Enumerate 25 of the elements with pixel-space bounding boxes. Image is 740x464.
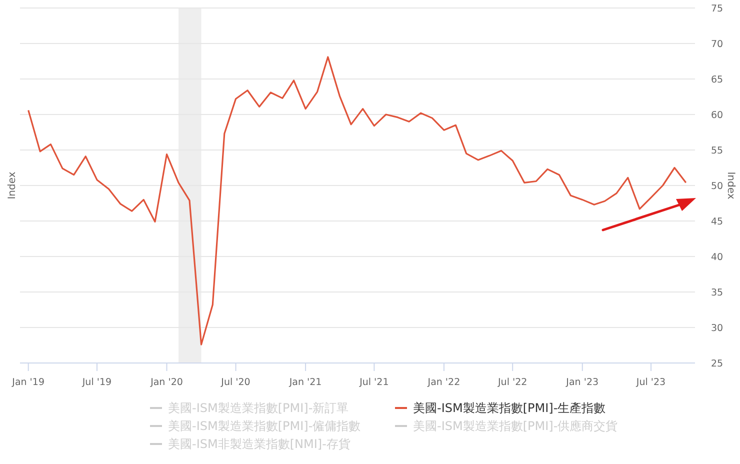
y-tick-label: 70	[710, 39, 724, 50]
y-axis-title: Index	[7, 172, 18, 200]
y-tick-label: 45	[710, 216, 724, 228]
y-tick-label: 25	[710, 358, 724, 370]
y-tick-label: 50	[710, 181, 724, 192]
x-tick-label: Jan '20	[150, 377, 183, 388]
y2-axis-title: Index	[725, 172, 736, 200]
x-tick-label: Jul '19	[81, 377, 112, 388]
y-tick-label: 75	[710, 4, 724, 14]
x-tick-label: Jul '20	[220, 377, 250, 388]
y-tick-label: 40	[710, 252, 724, 263]
legend-label: 美國-ISM製造業指數[PMI]-生產指數	[413, 401, 606, 415]
x-tick-label: Jul '23	[635, 377, 666, 388]
y-tick-label: 35	[710, 288, 724, 298]
x-tick-label: Jan '19	[11, 377, 45, 388]
x-tick-label: Jan '21	[288, 377, 322, 388]
line-series	[28, 56, 687, 346]
x-tick-label: Jan '22	[426, 377, 460, 388]
y-tick-label: 60	[710, 110, 724, 121]
x-tick-label: Jul '22	[497, 377, 528, 388]
x-tick-label: Jul '21	[358, 377, 389, 388]
x-tick-label: Jan '23	[565, 377, 599, 388]
y-tick-label: 30	[710, 323, 724, 334]
y-tick-label: 55	[710, 146, 724, 156]
y-tick-label: 65	[710, 74, 724, 86]
